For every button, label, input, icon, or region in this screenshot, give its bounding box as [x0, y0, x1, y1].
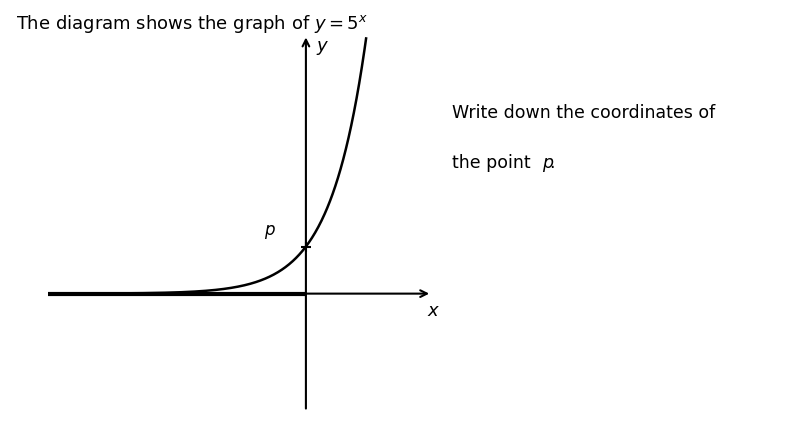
Text: x: x	[427, 302, 438, 320]
Text: p: p	[542, 154, 553, 172]
Text: Write down the coordinates of: Write down the coordinates of	[452, 104, 715, 122]
Text: p: p	[264, 221, 274, 239]
Text: the point: the point	[452, 154, 536, 172]
Text: The diagram shows the graph of $y = 5^x$: The diagram shows the graph of $y = 5^x$	[16, 13, 368, 35]
Text: .: .	[550, 154, 555, 172]
Text: y: y	[316, 37, 327, 55]
